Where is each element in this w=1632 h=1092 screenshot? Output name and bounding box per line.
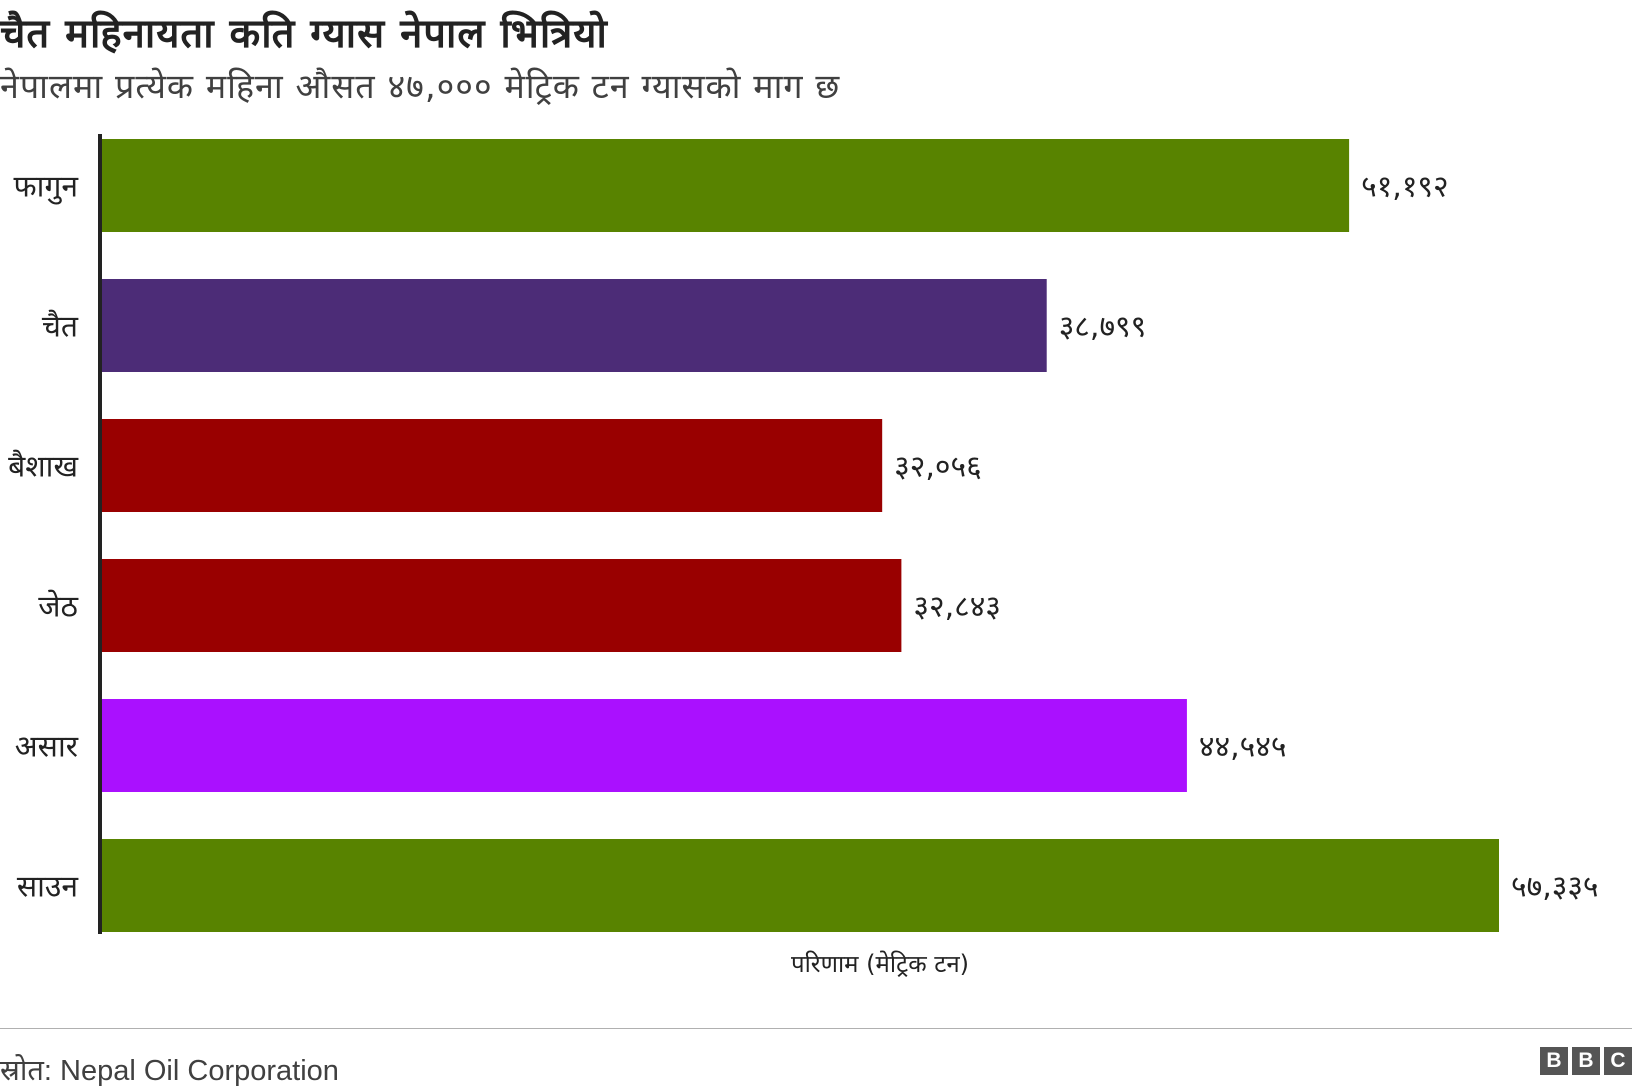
logo-letter-b2: B — [1572, 1047, 1600, 1075]
footer-divider — [0, 1028, 1632, 1029]
bar — [100, 839, 1499, 932]
category-label: साउन — [17, 870, 79, 905]
logo-letter-b1: B — [1540, 1047, 1568, 1075]
category-label: जेठ — [38, 590, 78, 625]
value-label: ५१,१९२ — [1361, 170, 1449, 205]
category-label: फागुन — [14, 170, 80, 206]
bar — [100, 139, 1350, 232]
chart-subtitle: नेपालमा प्रत्येक महिना औसत ४७,००० मेट्रि… — [0, 67, 841, 107]
bar — [100, 419, 883, 512]
bbc-logo: B B C — [1540, 1047, 1632, 1075]
source-note: स्रोत: Nepal Oil Corporation — [0, 1055, 339, 1087]
chart-title: चैत महिनायता कति ग्यास नेपाल भित्रियो — [0, 11, 608, 57]
logo-letter-c: C — [1604, 1047, 1632, 1075]
value-label: ३२,८४३ — [913, 590, 1001, 625]
bar — [100, 699, 1187, 792]
bar-chart: फागुन ५१,१९२ चैत ३८,७९९ बैशाख ३२,०५६ जेठ ३२,८४३… — [8, 134, 1599, 978]
category-label: बैशाख — [8, 450, 78, 485]
value-label: ३२,०५६ — [894, 450, 982, 485]
value-label: ४४,५४५ — [1199, 730, 1287, 765]
x-axis-label: परिणाम (मेट्रिक टन) — [791, 950, 969, 978]
value-label: ३८,७९९ — [1059, 310, 1147, 345]
bar — [100, 279, 1047, 372]
category-label: असार — [15, 730, 79, 765]
category-label: चैत — [42, 310, 79, 345]
bar — [100, 559, 902, 652]
value-label: ५७,३३५ — [1511, 870, 1599, 905]
